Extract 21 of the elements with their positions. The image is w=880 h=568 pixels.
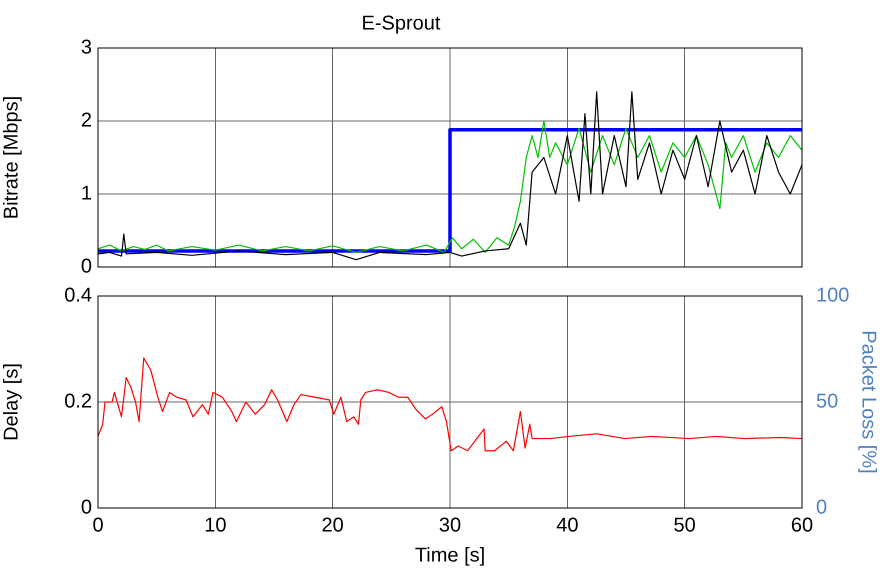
y-tick-label: 2 — [80, 110, 92, 132]
y-tick-label: 1 — [80, 182, 92, 205]
y2-tick-label: 50 — [816, 390, 838, 413]
x-tick-label: 40 — [556, 514, 578, 537]
y-axis-title: Delay [s] — [0, 363, 23, 441]
y2-tick-label: 100 — [816, 284, 850, 307]
chart-title: E-Sprout — [362, 12, 441, 35]
y-tick-label: 0.4 — [64, 284, 92, 307]
x-tick-label: 50 — [674, 514, 696, 537]
y2-axis-title: Packet Loss [%] — [857, 330, 880, 474]
x-axis-title: Time [s] — [414, 544, 486, 567]
x-tick-label: 20 — [322, 514, 344, 537]
x-tick-label: 30 — [438, 514, 462, 537]
y-tick-label: 0 — [80, 496, 92, 519]
y-tick-label: 3 — [80, 36, 92, 59]
x-tick-label: 10 — [204, 514, 226, 537]
y-tick-label: 0.2 — [64, 390, 92, 413]
y2-tick-label: 0 — [816, 496, 828, 519]
x-tick-label: 60 — [790, 514, 814, 537]
y-tick-label: 0 — [80, 256, 92, 278]
y-axis-title: Bitrate [Mbps] — [0, 96, 23, 220]
